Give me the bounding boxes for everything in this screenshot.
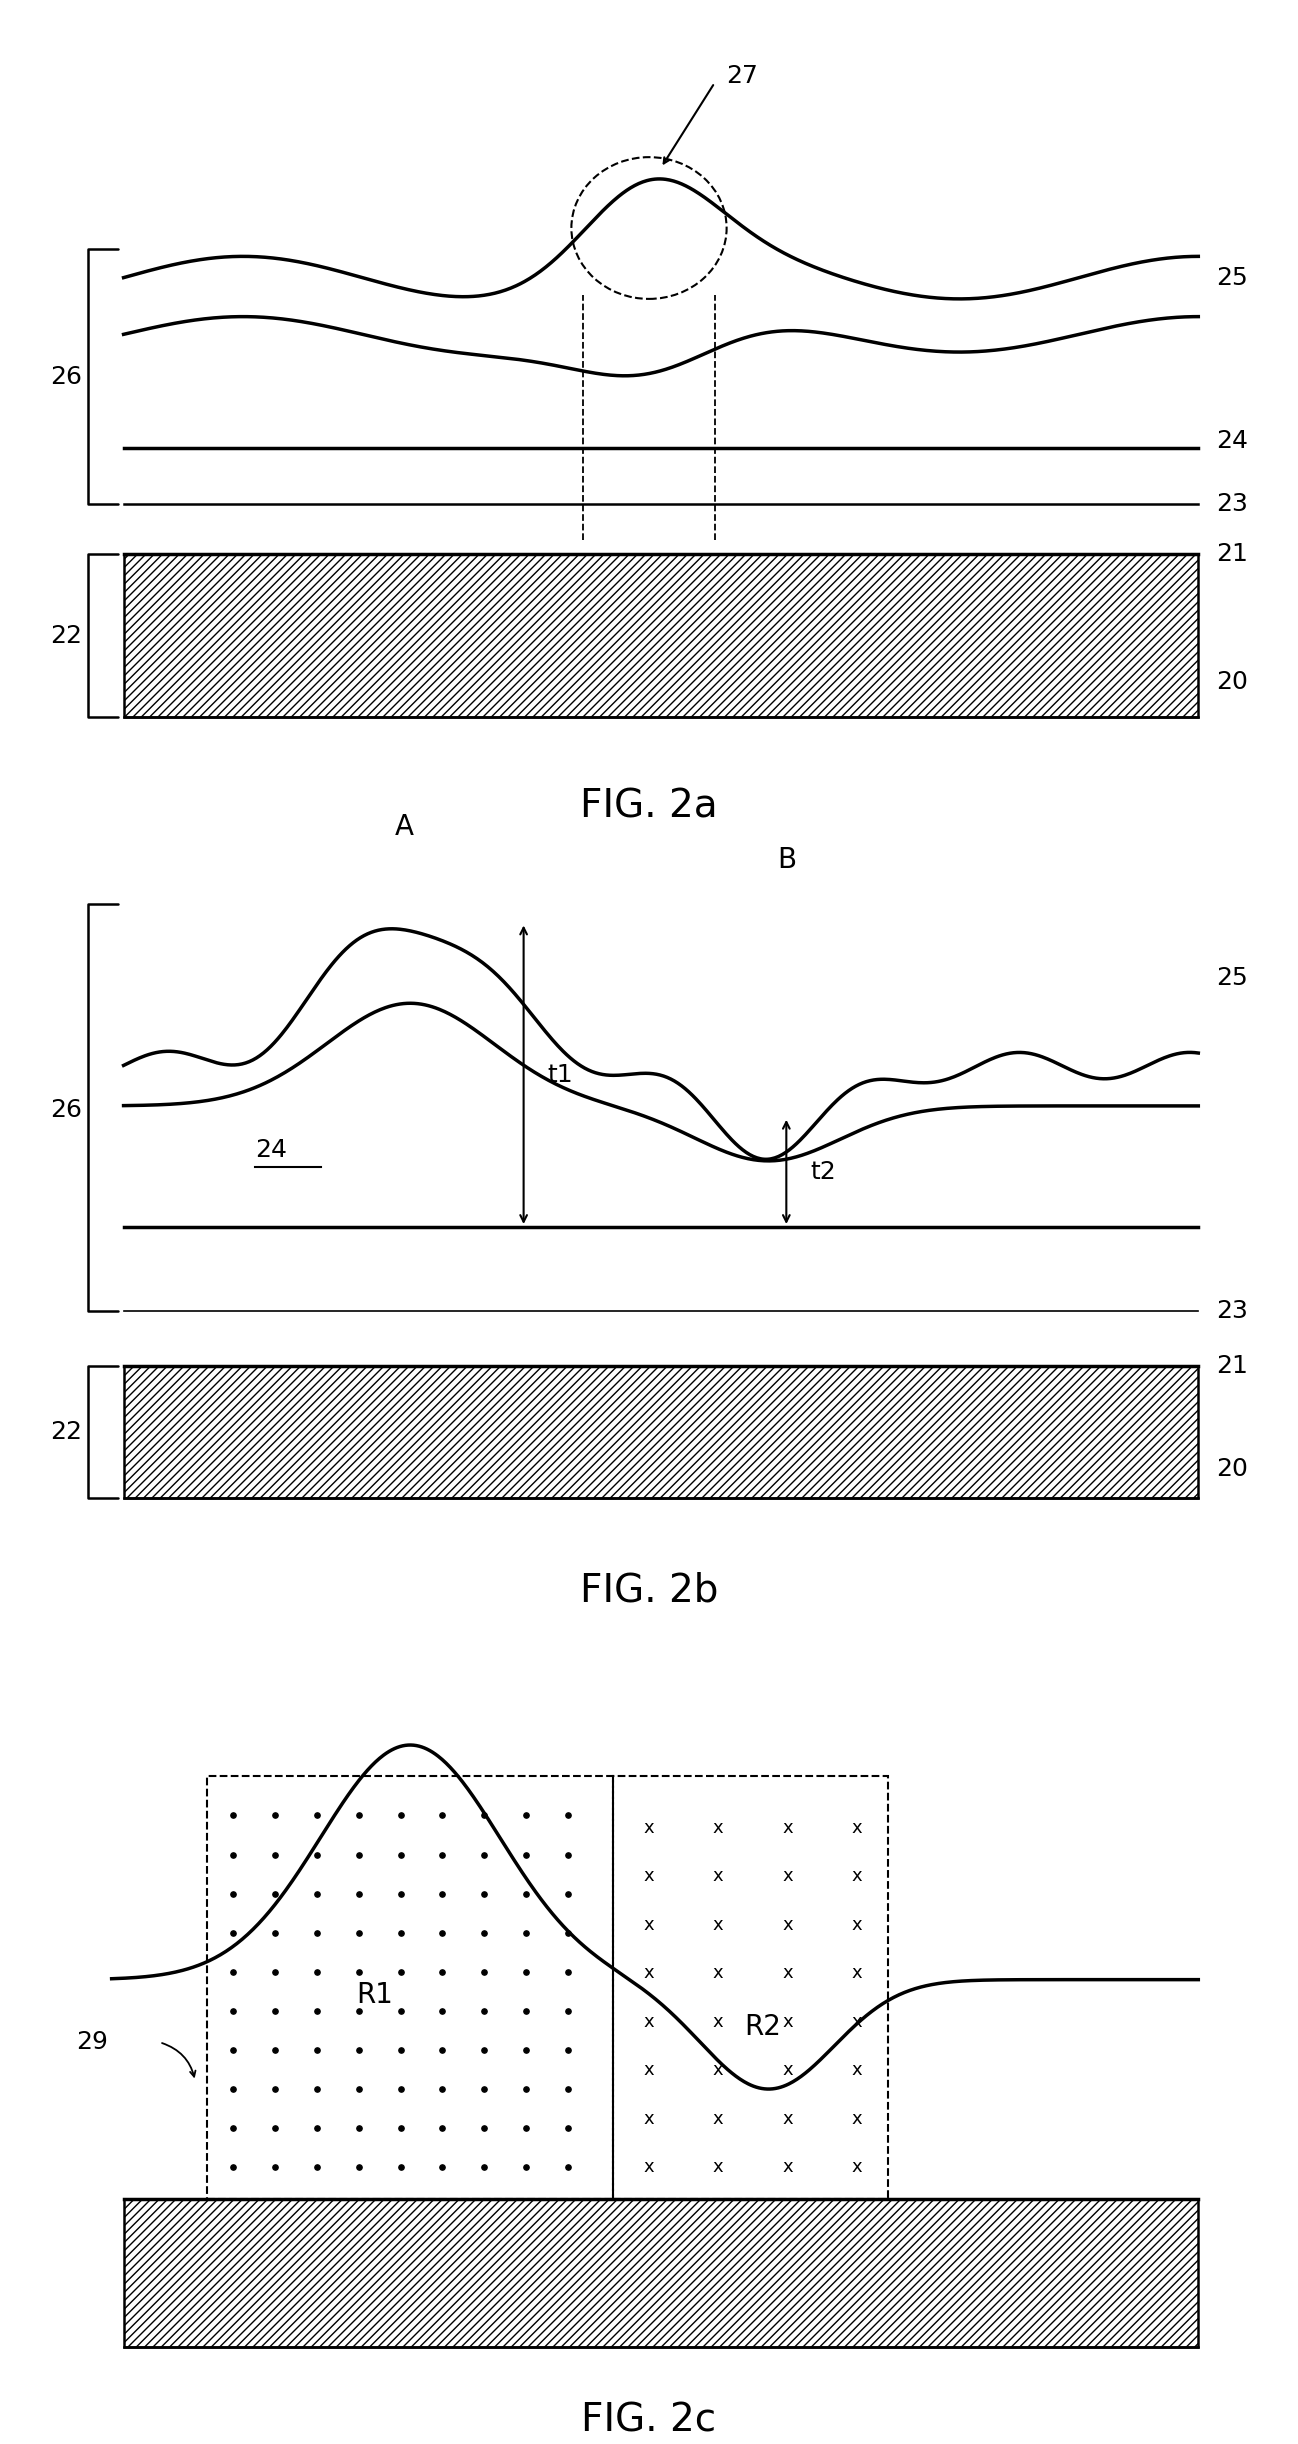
- Text: x: x: [644, 2014, 654, 2031]
- Text: x: x: [644, 2109, 654, 2129]
- Text: x: x: [713, 2109, 723, 2129]
- Text: x: x: [851, 2158, 862, 2175]
- Text: x: x: [783, 2109, 793, 2129]
- Text: x: x: [644, 1965, 654, 1982]
- Bar: [123, 555, 1198, 716]
- Text: x: x: [851, 1965, 862, 1982]
- Text: 24: 24: [254, 1139, 287, 1161]
- Text: 20: 20: [1216, 1457, 1249, 1481]
- Text: x: x: [644, 1818, 654, 1838]
- Text: x: x: [783, 1867, 793, 1884]
- Text: FIG. 2b: FIG. 2b: [580, 1571, 718, 1611]
- Text: t2: t2: [810, 1161, 836, 1183]
- Text: x: x: [713, 2158, 723, 2175]
- Text: B: B: [776, 846, 796, 873]
- Text: 20: 20: [1216, 670, 1249, 694]
- Text: x: x: [851, 1818, 862, 1838]
- Text: x: x: [713, 2060, 723, 2080]
- Text: x: x: [783, 1818, 793, 1838]
- Text: x: x: [851, 2060, 862, 2080]
- Text: R1: R1: [356, 1982, 393, 2009]
- Text: 26: 26: [51, 364, 82, 389]
- Text: x: x: [644, 2158, 654, 2175]
- Text: x: x: [783, 2014, 793, 2031]
- Text: 22: 22: [51, 1420, 82, 1444]
- Text: x: x: [783, 2158, 793, 2175]
- Text: 24: 24: [1216, 428, 1249, 452]
- Text: x: x: [644, 1916, 654, 1933]
- Text: FIG. 2c: FIG. 2c: [582, 2402, 716, 2439]
- Text: R2: R2: [744, 2011, 781, 2041]
- Text: x: x: [713, 1916, 723, 1933]
- Text: x: x: [644, 1867, 654, 1884]
- Text: 22: 22: [51, 623, 82, 648]
- Text: x: x: [851, 1867, 862, 1884]
- Text: x: x: [783, 1965, 793, 1982]
- Bar: [123, 1366, 1198, 1498]
- Text: x: x: [851, 1916, 862, 1933]
- Text: 26: 26: [51, 1097, 82, 1122]
- Text: x: x: [644, 2060, 654, 2080]
- Text: x: x: [783, 1916, 793, 1933]
- Text: x: x: [851, 2109, 862, 2129]
- Text: x: x: [783, 2060, 793, 2080]
- Text: 25: 25: [1216, 965, 1247, 990]
- Text: x: x: [713, 2014, 723, 2031]
- Text: 23: 23: [1216, 1300, 1249, 1322]
- Text: A: A: [395, 811, 414, 841]
- Text: 27: 27: [727, 64, 758, 88]
- Text: 21: 21: [1216, 543, 1249, 567]
- Bar: [208, 1777, 613, 2200]
- Text: 29: 29: [75, 2031, 108, 2055]
- Text: x: x: [851, 2014, 862, 2031]
- Text: 23: 23: [1216, 491, 1249, 516]
- Bar: [613, 1777, 888, 2200]
- Text: x: x: [713, 1818, 723, 1838]
- Text: 21: 21: [1216, 1354, 1249, 1378]
- Text: FIG. 2a: FIG. 2a: [580, 787, 718, 826]
- Text: 25: 25: [1216, 266, 1247, 291]
- Text: x: x: [713, 1965, 723, 1982]
- Text: t1: t1: [548, 1063, 574, 1088]
- Bar: [123, 2200, 1198, 2346]
- Text: x: x: [713, 1867, 723, 1884]
